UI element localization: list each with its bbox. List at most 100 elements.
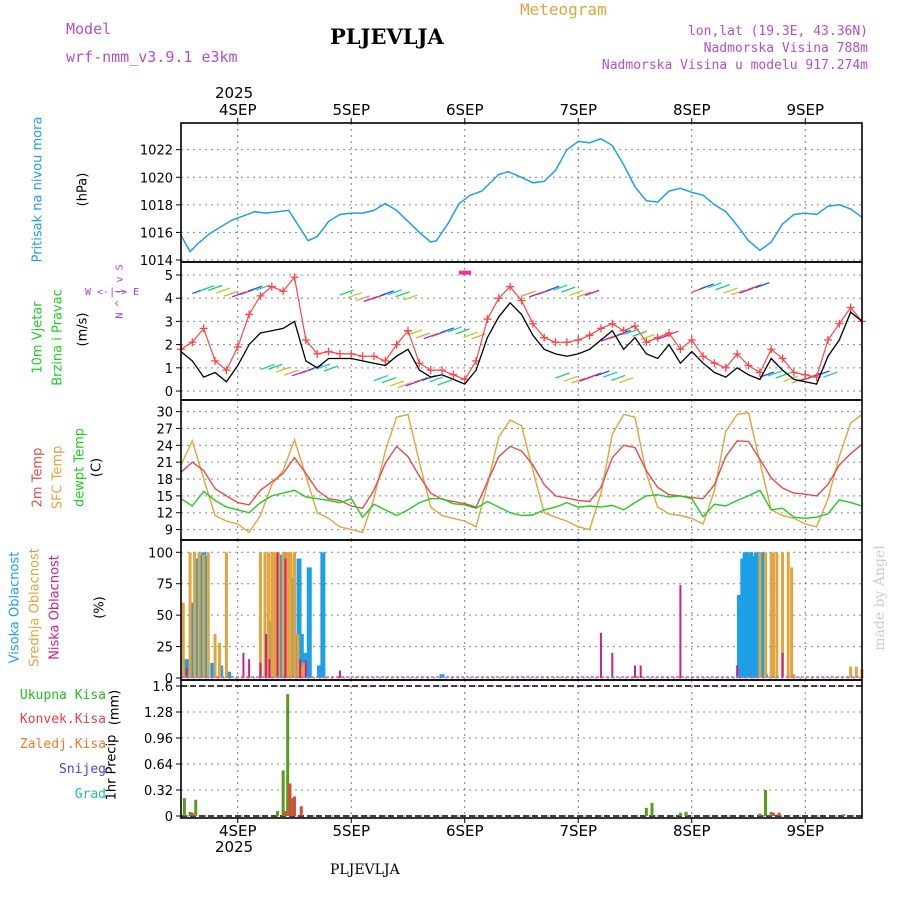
- precip-bar: [299, 806, 303, 816]
- pressure-line: [180, 137, 863, 253]
- cloud-bar: [634, 665, 636, 678]
- model-altitude: Nadmorska Visina u modelu 917.274m: [601, 58, 868, 73]
- wind-arrow: [379, 290, 394, 297]
- wind-gust-marker: [267, 282, 276, 291]
- wind-arrow: [268, 363, 283, 370]
- wind-gust-marker: [653, 333, 662, 342]
- wind-gust-marker: [301, 335, 310, 344]
- wind-arrow: [731, 289, 746, 296]
- precip-bar: [288, 783, 292, 816]
- wind-gust-marker: [596, 324, 605, 333]
- cloud-bar: [259, 662, 262, 678]
- cloud-bar: [296, 634, 300, 678]
- precip-bar: [182, 798, 186, 816]
- cloud-bar: [736, 595, 742, 678]
- cloud-bar: [181, 602, 185, 678]
- precip-bar: [290, 798, 294, 816]
- wind-arrow: [413, 376, 428, 384]
- wind-gust-marker: [676, 345, 685, 354]
- wind-arrow: [664, 330, 679, 337]
- y-tick-label: 30: [156, 406, 173, 421]
- day-label-bottom: 8SEP: [673, 822, 711, 840]
- cloud-bar: [278, 554, 284, 678]
- cloud-bar: [759, 552, 765, 678]
- legend-hail: Grad: [74, 787, 106, 802]
- temp-2m-line: [180, 440, 863, 509]
- precip-bar: [758, 813, 762, 816]
- y-tick-label: 0: [165, 672, 173, 687]
- cloud-bar: [742, 552, 748, 678]
- wind-gust-marker: [710, 359, 719, 368]
- cloud-bar: [758, 552, 762, 678]
- cloud-bar: [338, 670, 341, 678]
- wind-gust-marker: [562, 338, 571, 347]
- wind-arrow: [624, 328, 640, 335]
- cloud-bar: [270, 552, 274, 678]
- year-top: 2025: [215, 84, 254, 102]
- cloud-bar: [792, 674, 796, 678]
- wind-arrow: [284, 369, 299, 376]
- y-tick-label: 1: [165, 362, 173, 377]
- cloud-bar: [639, 665, 642, 678]
- panel-frame: [180, 122, 863, 263]
- wind-arrow: [699, 283, 714, 290]
- cloud-bar: [193, 552, 197, 678]
- precip-bar: [281, 770, 285, 816]
- coordinates: lon,lat (19.3E, 43.36N): [687, 24, 868, 39]
- precip-bar: [764, 790, 768, 816]
- wind-arrow: [563, 375, 578, 382]
- wind-arrow: [715, 284, 730, 291]
- wind-gust-marker: [233, 342, 242, 351]
- cloud-bar: [197, 552, 201, 678]
- cloud-bar: [781, 652, 784, 678]
- wind-gust-marker: [188, 338, 197, 347]
- y-tick-label: 15: [156, 490, 173, 505]
- y-tick-label: 1022: [140, 144, 173, 159]
- wind-arrow: [395, 291, 410, 298]
- wind-arrow: [429, 376, 444, 383]
- cloud-bar: [599, 632, 602, 678]
- model-name: wrf-nmm_v3.9.1 e3km: [66, 48, 238, 66]
- wind-gust-marker: [313, 349, 322, 358]
- model-label: Model: [66, 20, 112, 38]
- wind-arrow: [767, 370, 783, 377]
- wind-arrow: [403, 294, 418, 301]
- wind-gust-marker: [585, 331, 594, 340]
- cloud-bar: [213, 634, 217, 678]
- wind-arrow: [553, 284, 568, 291]
- y-tick-label: 0.32: [144, 784, 173, 799]
- wind-gust-marker: [506, 282, 515, 291]
- cloud-bar: [242, 652, 245, 678]
- wind-gust-marker: [449, 370, 458, 379]
- wind-gust-marker: [846, 303, 855, 312]
- wind-gust-marker: [324, 347, 333, 356]
- wind-gust-marker: [290, 273, 299, 282]
- wind-gust-marker: [801, 370, 810, 379]
- day-label-bottom: 4SEP: [219, 822, 257, 840]
- y-tick-label: 1020: [140, 171, 173, 186]
- wind-arrow: [783, 375, 798, 382]
- wind-arrow: [208, 284, 223, 291]
- y-tick-label: 3: [165, 315, 173, 330]
- cloud-bar: [289, 552, 293, 678]
- wind-arrow: [595, 370, 610, 377]
- wind-gust-marker: [631, 322, 639, 331]
- wind-arrow: [823, 371, 838, 378]
- wind-gust-marker: [369, 352, 378, 361]
- wind-gust-marker: [835, 319, 844, 328]
- wind-gust-marker: [460, 375, 469, 384]
- wind-arrow: [437, 379, 452, 386]
- wind-arrow: [545, 285, 560, 292]
- y-tick-label: 2: [165, 339, 173, 354]
- wind-gust-marker: [245, 310, 254, 319]
- product-title: Meteogram: [520, 0, 607, 19]
- wind-arrow: [439, 327, 454, 334]
- precip-bar: [286, 694, 290, 816]
- cloud-bar: [284, 558, 287, 678]
- wind-gust-marker: [823, 335, 832, 344]
- wind-arrow: [521, 290, 536, 297]
- precip-bar: [678, 812, 682, 816]
- wind-arrow: [610, 374, 626, 382]
- cloud-bar: [769, 552, 773, 678]
- day-label-bottom: 6SEP: [446, 822, 484, 840]
